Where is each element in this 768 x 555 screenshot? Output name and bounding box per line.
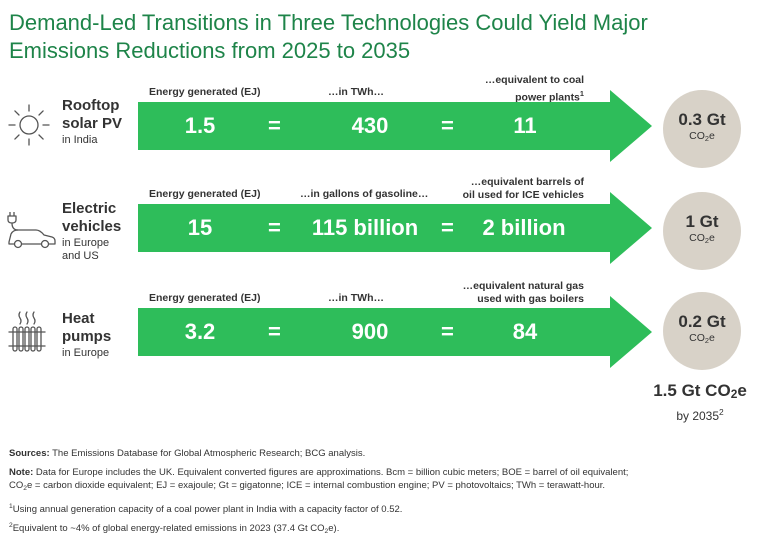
- reduction-circle: 1 Gt CO2e: [663, 192, 741, 270]
- equals-sign: =: [268, 319, 281, 344]
- sources-note: Sources: The Emissions Database for Glob…: [9, 448, 366, 459]
- reduction-circle: 0.3 Gt CO2e: [663, 90, 741, 168]
- equals-sign: =: [268, 113, 281, 138]
- header-units: …in TWh…: [328, 86, 384, 98]
- reduction-unit: CO2e: [689, 232, 715, 245]
- tech-name-line2: solar PV: [62, 115, 123, 132]
- header-units: …in TWh…: [328, 292, 384, 304]
- equals-sign: =: [441, 215, 454, 240]
- title-line-2: Emissions Reductions from 2025 to 2035: [9, 38, 411, 63]
- footnote-1: 1Using annual generation capacity of a c…: [9, 503, 403, 516]
- header-energy: Energy generated (EJ): [149, 86, 261, 98]
- value-energy: 3.2: [184, 319, 216, 344]
- equals-sign: =: [268, 215, 281, 240]
- reduction-unit: CO2e: [689, 130, 715, 143]
- value-energy: 1.5: [184, 113, 216, 138]
- total-value: 1.5 Gt CO2e: [653, 381, 747, 401]
- footnote-2: 2Equivalent to ~4% of global energy-rela…: [9, 522, 340, 536]
- total-reduction: 1.5 Gt CO2e by 20352: [640, 381, 760, 424]
- header-equivalent: …equivalent barrels of oil used for ICE v…: [462, 176, 584, 201]
- value-equivalent: 2 billion: [482, 215, 566, 240]
- reduction-unit: CO2e: [689, 332, 715, 345]
- total-by-year: by 20352: [676, 407, 724, 423]
- arrow-shape: [138, 296, 652, 368]
- tech-region-line2: and US: [62, 250, 99, 262]
- chart-title: Demand-Led Transitions in Three Technolo…: [9, 9, 749, 65]
- tech-region: in India: [62, 134, 98, 146]
- reduction-value: 0.2 Gt: [678, 312, 726, 331]
- tech-name-line1: Electric: [62, 200, 117, 217]
- reduction-value: 0.3 Gt: [678, 110, 726, 129]
- tech-region-line1: in Europe: [62, 237, 110, 249]
- electric-car-icon: [7, 212, 56, 249]
- row-electric-vehicles: Electric vehicles in Europe and US Energ…: [0, 176, 768, 290]
- equals-sign: =: [441, 319, 454, 344]
- value-converted: 430: [351, 113, 389, 138]
- value-converted: 115 billion: [311, 215, 419, 240]
- reduction-circle: 0.2 Gt CO2e: [663, 292, 741, 370]
- equals-sign: =: [441, 113, 454, 138]
- header-energy: Energy generated (EJ): [149, 188, 261, 200]
- header-equivalent: …equivalent natural gas used with gas boi…: [462, 280, 584, 305]
- tech-name-line1: Heat: [62, 310, 95, 327]
- tech-region: in Europe: [62, 347, 110, 359]
- header-units: …in gallons of gasoline…: [300, 188, 429, 200]
- header-energy: Energy generated (EJ): [149, 292, 261, 304]
- value-equivalent: 84: [512, 319, 538, 344]
- tech-name-line2: vehicles: [62, 218, 122, 235]
- note-text: Note: Data for Europe includes the UK. E…: [9, 467, 629, 492]
- tech-name-line2: pumps: [62, 328, 112, 345]
- value-equivalent: 11: [513, 113, 537, 138]
- sun-icon: [8, 104, 50, 146]
- row-heat-pumps: Heat pumps in Europe Energy generated (E…: [0, 280, 768, 390]
- row-solar: Rooftop solar PV in India Energy generat…: [0, 74, 768, 190]
- title-line-1: Demand-Led Transitions in Three Technolo…: [9, 10, 648, 35]
- reduction-value: 1 Gt: [685, 212, 719, 231]
- arrow-shape: [138, 192, 652, 264]
- arrow-shape: [138, 90, 652, 162]
- radiator-icon: [8, 311, 46, 352]
- header-equivalent: …equivalent to coal power plants1: [484, 74, 584, 104]
- value-energy: 15: [187, 215, 213, 240]
- value-converted: 900: [351, 319, 389, 344]
- tech-name-line1: Rooftop: [62, 97, 120, 114]
